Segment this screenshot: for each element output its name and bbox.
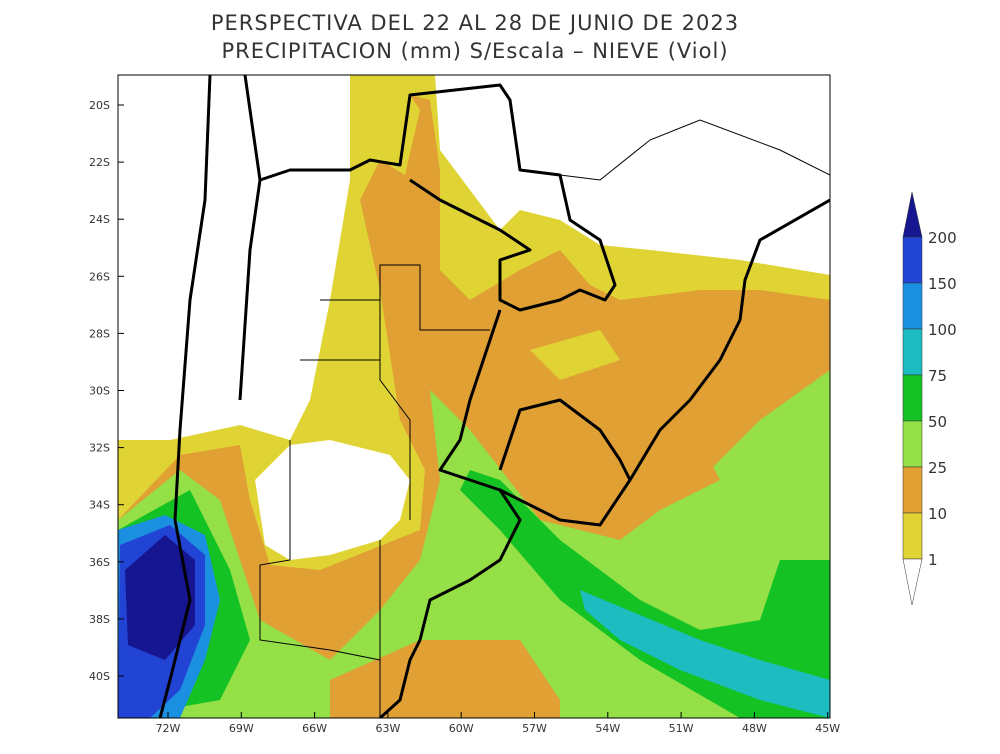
lat-label: 40S: [89, 670, 110, 683]
lat-label: 22S: [89, 156, 110, 169]
map-frame: [117, 74, 831, 719]
precip-field: [118, 75, 830, 718]
lon-label: 54W: [595, 722, 620, 735]
lon-label: 72W: [156, 722, 181, 735]
lat-label: 20S: [89, 99, 110, 112]
lat-label: 34S: [89, 499, 110, 512]
lon-label: 63W: [375, 722, 400, 735]
colorbar-label: 50: [928, 413, 947, 431]
colorbar-label: 150: [928, 275, 957, 293]
colorbar-label: 1: [928, 551, 938, 569]
lat-label: 38S: [89, 613, 110, 626]
colorbar: [902, 191, 923, 606]
lat-label: 36S: [89, 556, 110, 569]
colorbar-label: 10: [928, 505, 947, 523]
lon-label: 57W: [522, 722, 547, 735]
lat-label: 28S: [89, 327, 110, 340]
colorbar-label: 100: [928, 321, 957, 339]
lat-label: 30S: [89, 385, 110, 398]
title: PERSPECTIVA DEL 22 AL 28 DE JUNIO DE 202…: [211, 11, 739, 35]
colorbar-label: 75: [928, 367, 947, 385]
lon-label: 69W: [229, 722, 254, 735]
lon-label: 45W: [815, 722, 840, 735]
subtitle: PRECIPITACION (mm) S/Escala – NIEVE (Vio…: [221, 39, 728, 63]
colorbar-label: 25: [928, 459, 947, 477]
lon-label: 48W: [742, 722, 767, 735]
lat-label: 26S: [89, 270, 110, 283]
lon-label: 66W: [302, 722, 327, 735]
borders: [158, 75, 830, 718]
lon-label: 60W: [449, 722, 474, 735]
colorbar-label: 200: [928, 229, 957, 247]
lat-label: 24S: [89, 213, 110, 226]
lat-label: 32S: [89, 442, 110, 455]
lon-label: 51W: [669, 722, 694, 735]
